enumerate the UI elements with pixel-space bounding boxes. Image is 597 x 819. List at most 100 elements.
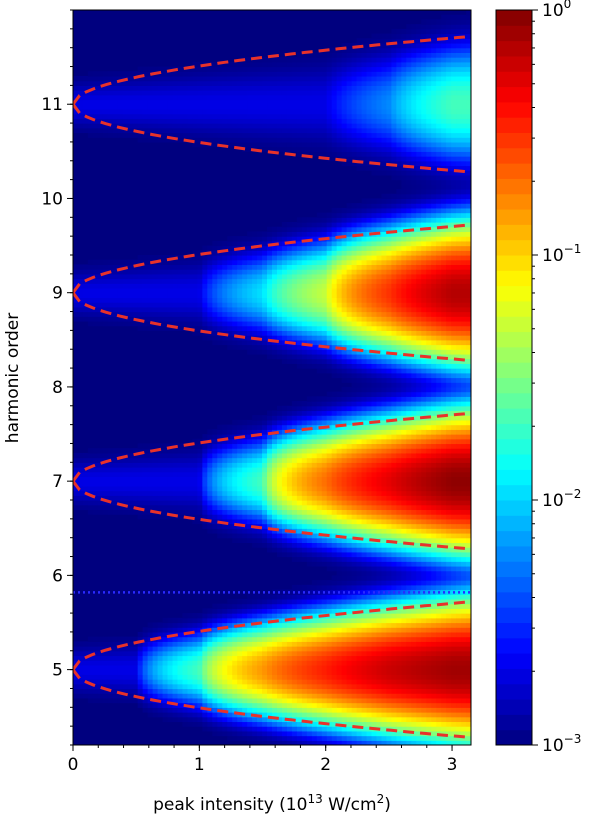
heatmap-cell [232, 236, 238, 242]
heatmap-cell [187, 457, 193, 463]
heatmap-cell [207, 669, 213, 675]
heatmap-cell [326, 504, 333, 511]
heatmap-cell [187, 504, 193, 511]
heatmap-cell [242, 674, 248, 680]
heatmap-cell [267, 94, 273, 101]
heatmap-cell [92, 655, 99, 661]
heatmap-cell [197, 66, 203, 72]
heatmap-cell [142, 650, 149, 657]
heatmap-cell [321, 330, 328, 336]
heatmap-cell [222, 240, 228, 247]
heatmap-cell [212, 646, 218, 652]
heatmap-cell [301, 594, 308, 600]
heatmap-cell [336, 94, 343, 101]
heatmap-cell [232, 287, 238, 294]
heatmap-cell [187, 443, 193, 449]
heatmap-cell [172, 297, 179, 303]
heatmap-cell [306, 730, 313, 737]
heatmap-cell [97, 94, 104, 101]
heatmap-cell [291, 325, 298, 331]
heatmap-cell [217, 316, 223, 322]
heatmap-cell [182, 627, 189, 633]
heatmap-cell [73, 85, 79, 91]
heatmap-cell [162, 712, 169, 718]
heatmap-cell [232, 85, 238, 91]
heatmap-cell [107, 75, 114, 82]
heatmap-cell [197, 627, 203, 633]
heatmap-cell [202, 641, 208, 647]
heatmap-cell [291, 443, 298, 449]
heatmap-cell [107, 132, 114, 138]
heatmap-cell [212, 500, 218, 506]
heatmap-cell [341, 156, 348, 162]
heatmap-cell [257, 236, 263, 242]
heatmap-cell [202, 71, 208, 77]
heatmap-cell [286, 405, 293, 412]
heatmap-cell [162, 636, 169, 642]
heatmap-cell [132, 306, 139, 313]
heatmap-cell [162, 137, 169, 143]
heatmap-cell [87, 490, 94, 496]
heatmap-cell [152, 693, 159, 699]
heatmap-cell [301, 245, 308, 251]
heatmap-cell [326, 452, 333, 459]
heatmap-cell [341, 688, 348, 694]
heatmap-cell [222, 66, 228, 72]
heatmap-cell [281, 264, 288, 270]
heatmap-cell [77, 664, 84, 671]
heatmap-cell [82, 452, 89, 459]
heatmap-cell [311, 108, 318, 115]
heatmap-cell [316, 504, 323, 511]
heatmap-cell [242, 108, 248, 115]
heatmap-cell [301, 363, 308, 369]
heatmap-cell [291, 141, 298, 148]
heatmap-cell [291, 603, 298, 609]
heatmap-cell [247, 438, 253, 445]
heatmap-cell [217, 429, 223, 435]
heatmap-cell [276, 702, 283, 708]
heatmap-cell [127, 500, 134, 506]
heatmap-cell [162, 504, 169, 511]
heatmap-cell [301, 349, 308, 355]
heatmap-cell [296, 240, 303, 247]
heatmap-cell [276, 532, 283, 539]
heatmap-cell [321, 509, 328, 515]
heatmap-cell [192, 292, 198, 298]
heatmap-cell [272, 71, 278, 77]
heatmap-cell [242, 132, 248, 138]
heatmap-cell [182, 495, 189, 501]
heatmap-cell [142, 669, 149, 675]
heatmap-cell [157, 99, 164, 105]
heatmap-cell [321, 316, 328, 322]
heatmap-cell [262, 325, 268, 331]
heatmap-cell [222, 255, 228, 261]
heatmap-cell [281, 702, 288, 708]
heatmap-cell [326, 485, 333, 492]
heatmap-cell [252, 137, 258, 143]
heatmap-cell [157, 485, 164, 492]
heatmap-cell [276, 325, 283, 331]
heatmap-cell [341, 226, 348, 233]
heatmap-cell [247, 669, 253, 675]
heatmap-cell [272, 608, 278, 614]
heatmap-cell [316, 622, 323, 628]
heatmap-cell [192, 264, 198, 270]
heatmap-cell [276, 485, 283, 492]
heatmap-cell [262, 523, 268, 529]
heatmap-cell [291, 636, 298, 642]
heatmap-cell [341, 292, 348, 298]
heatmap-cell [291, 236, 298, 242]
heatmap-cell [152, 325, 159, 331]
heatmap-cell [242, 320, 248, 327]
heatmap-cell [242, 273, 248, 280]
heatmap-cell [257, 495, 263, 501]
heatmap-cell [92, 641, 99, 647]
heatmap-cell [321, 716, 328, 723]
heatmap-cell [192, 627, 198, 633]
heatmap-cell [237, 716, 243, 723]
heatmap-cell [117, 660, 124, 666]
heatmap-cell [306, 688, 313, 694]
heatmap-cell [162, 452, 169, 459]
heatmap-cell [346, 335, 353, 341]
heatmap-cell [232, 273, 238, 280]
